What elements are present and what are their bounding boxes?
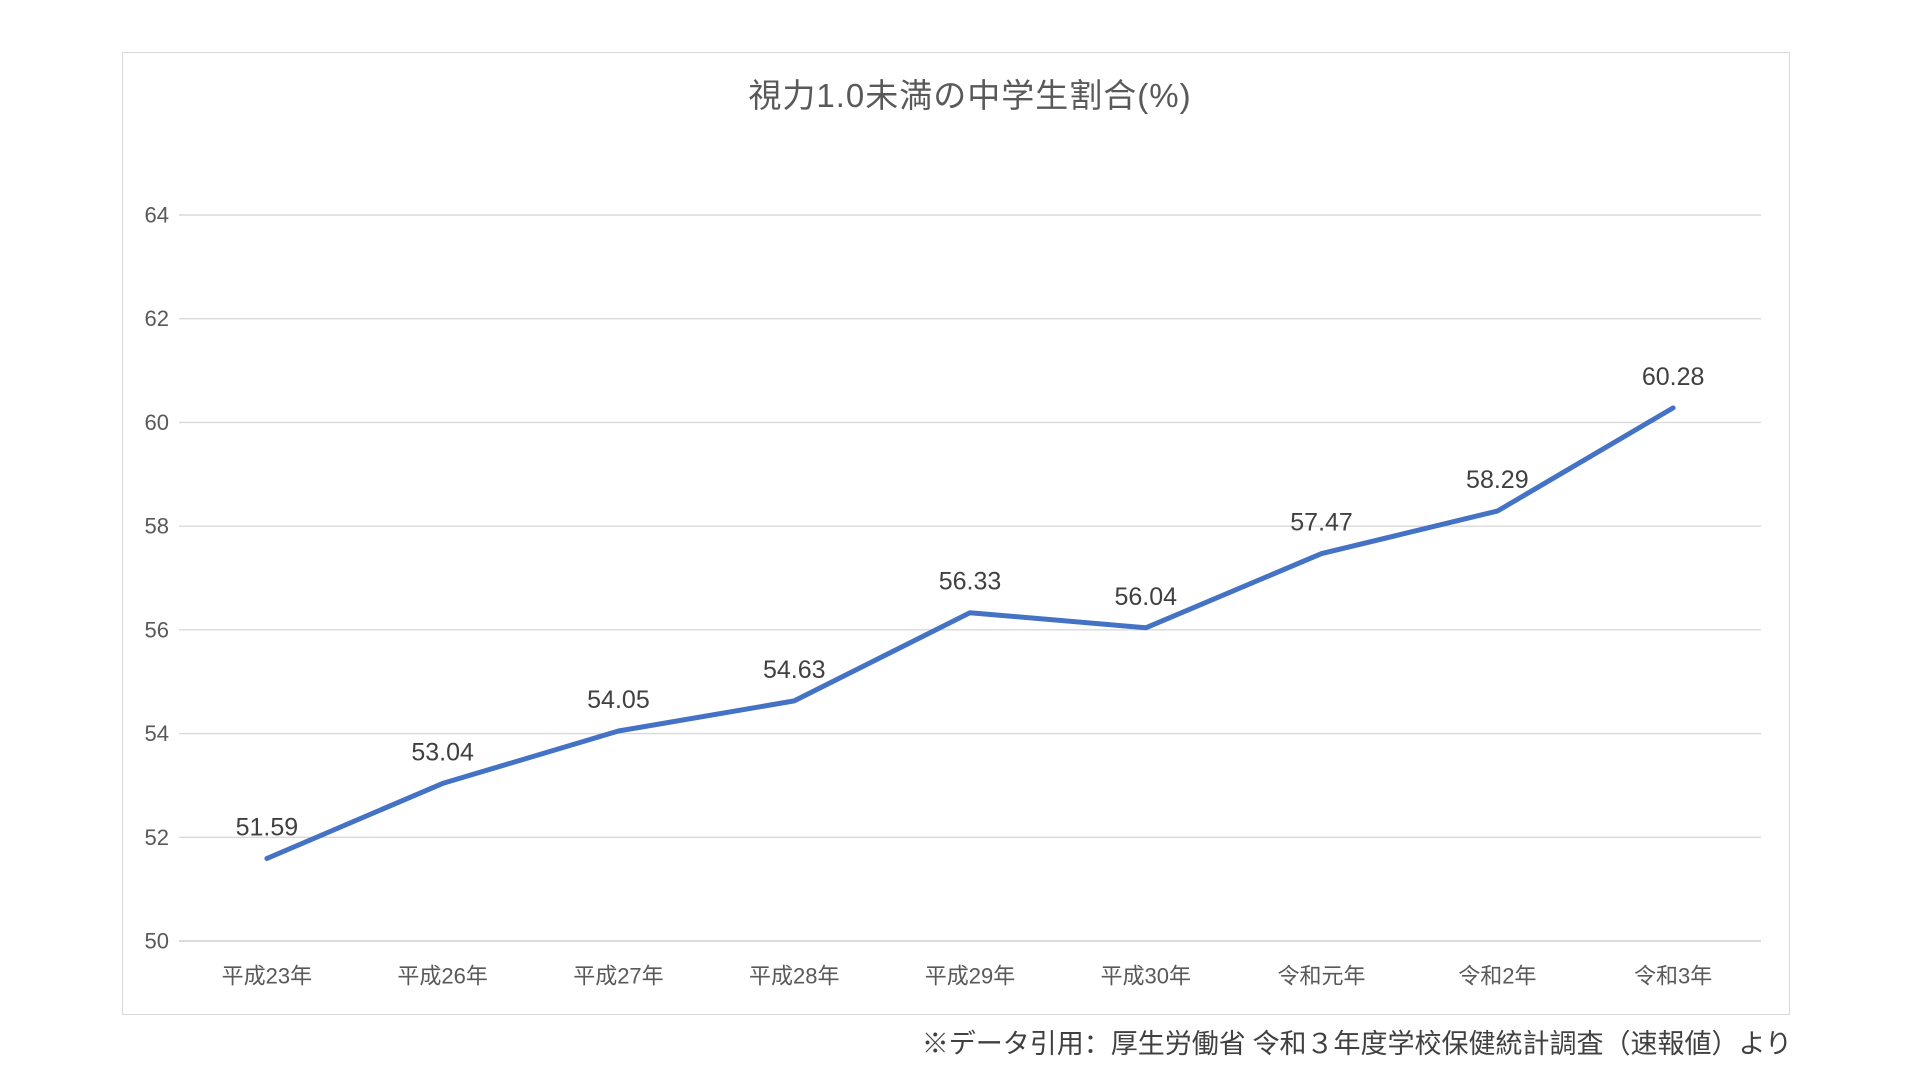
chart-title: 視力1.0未満の中学生割合(%): [748, 77, 1192, 114]
x-axis-tick-label: 平成28年: [749, 964, 839, 989]
x-axis-tick-label: 平成30年: [1101, 964, 1191, 989]
data-label: 58.29: [1466, 466, 1529, 494]
x-axis-tick-label: 令和元年: [1278, 964, 1366, 989]
y-axis-tick-label: 64: [145, 203, 169, 228]
data-label: 56.04: [1114, 583, 1177, 611]
y-axis-tick-label: 56: [145, 617, 169, 642]
x-axis-tick-label: 平成29年: [925, 964, 1015, 989]
y-axis-tick-label: 60: [145, 410, 169, 435]
data-label: 54.63: [763, 656, 826, 684]
x-axis-tick-label: 平成23年: [222, 964, 312, 989]
x-axis-tick-label: 令和3年: [1634, 964, 1712, 989]
chart-frame: 視力1.0未満の中学生割合(%) 50 52 54 56 58 60 62 64 平成23年 平成…: [122, 52, 1790, 1015]
data-label: 56.33: [939, 568, 1002, 596]
trend-line: [264, 405, 1676, 861]
x-axis-tick-label: 令和2年: [1458, 964, 1536, 989]
y-axis-tick-label: 62: [145, 306, 169, 331]
source-note: ※データ引用：厚生労働省 令和３年度学校保健統計調査（速報値）より: [921, 1029, 1792, 1059]
x-axis-tick-label: 平成27年: [573, 964, 663, 989]
x-axis-tick-label: 平成26年: [397, 964, 487, 989]
data-label: 60.28: [1642, 363, 1705, 391]
y-axis-tick-label: 54: [145, 721, 169, 746]
y-axis-tick-label: 52: [145, 825, 169, 850]
data-label: 57.47: [1290, 509, 1353, 537]
data-label: 54.05: [587, 686, 650, 714]
line-chart: 50 52 54 56 58 60 62 64 平成23年 平成26年 平成27年 平成28年 平成29…: [145, 203, 1761, 989]
data-label: 53.04: [411, 738, 474, 766]
data-label: 51.59: [236, 814, 299, 842]
y-axis-tick-label: 58: [145, 514, 169, 539]
y-axis-tick-label: 50: [145, 929, 169, 954]
